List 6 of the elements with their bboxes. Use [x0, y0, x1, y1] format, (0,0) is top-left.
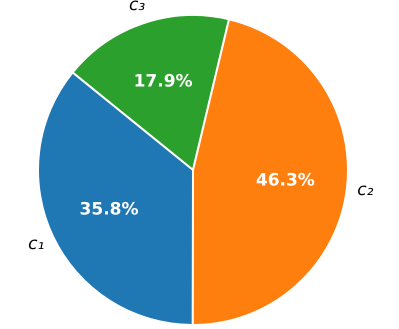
data-label: 17.9%	[134, 71, 193, 92]
slice-label: c₂	[357, 180, 374, 200]
data-label: 46.3%	[256, 170, 315, 190]
slice-label: c₃	[129, 0, 146, 16]
data-label: 35.8%	[80, 199, 139, 220]
slice-label: c₁	[28, 234, 44, 254]
